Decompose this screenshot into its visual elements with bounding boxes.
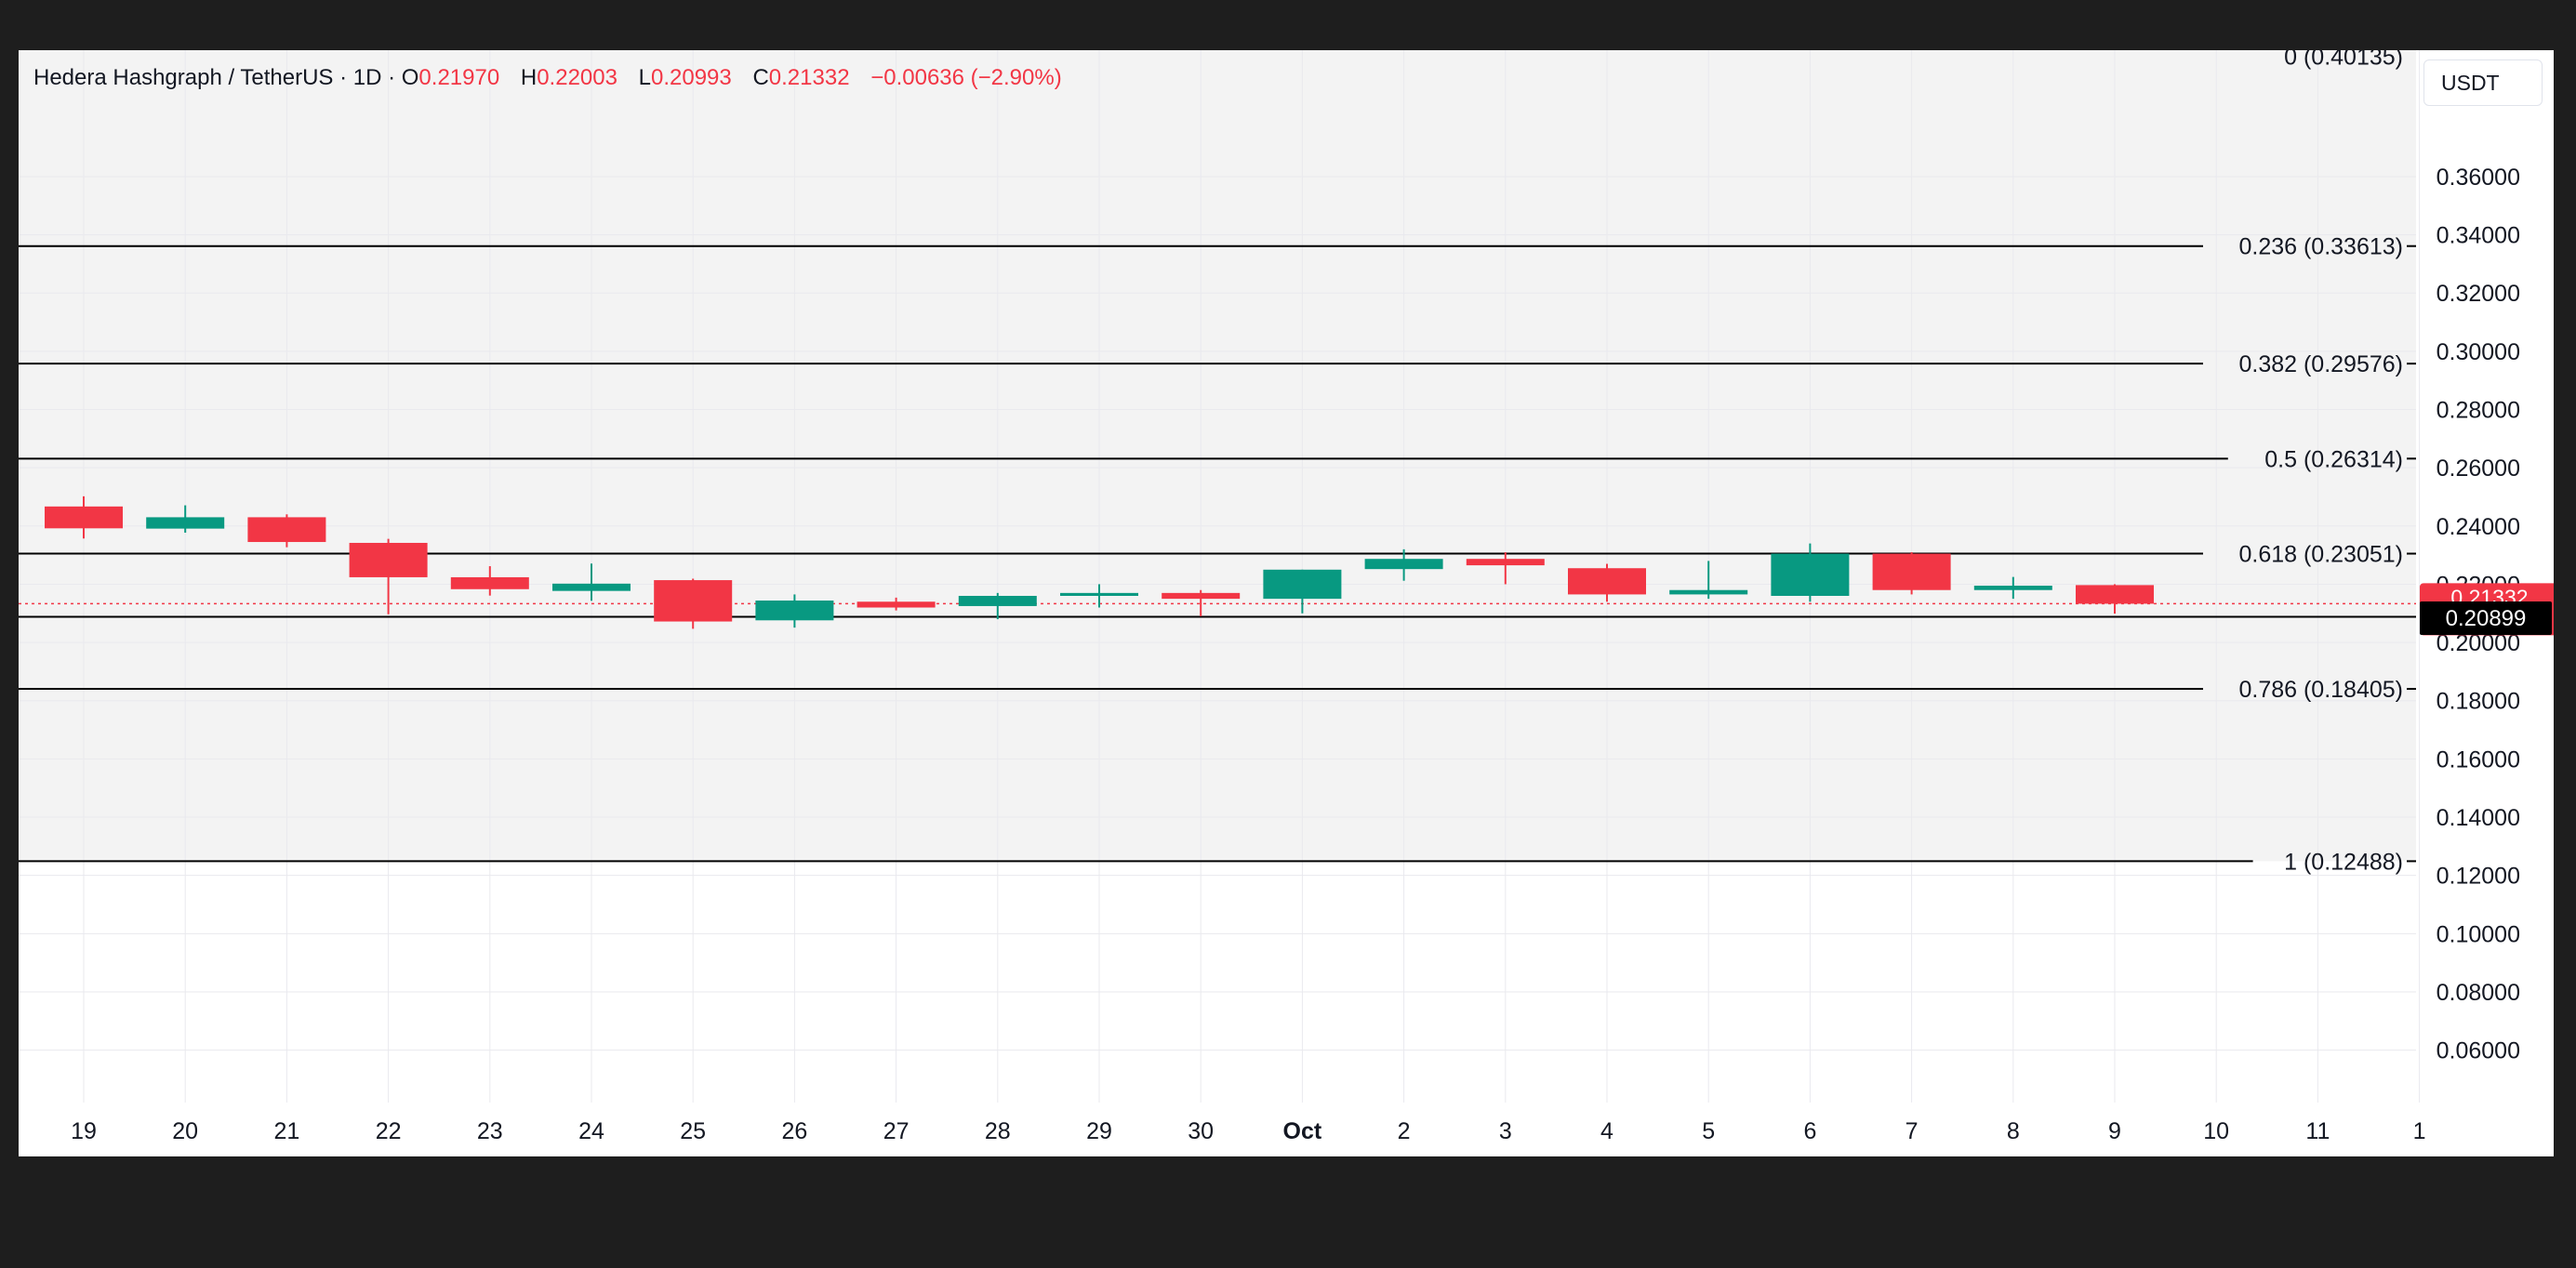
time-tick-label: 9 (2108, 1118, 2121, 1144)
fib-level-label: 0.786 (0.18405) (2238, 677, 2403, 703)
time-tick-label: 8 (2007, 1118, 2020, 1144)
candle-body (45, 506, 123, 529)
price-tick-label: 0.26000 (2437, 456, 2520, 482)
symbol-title: Hedera Hashgraph / TetherUS · 1D · (33, 65, 396, 90)
time-tick-label: 30 (1188, 1118, 1214, 1144)
fib-level-label: 0.236 (0.33613) (2238, 234, 2403, 260)
open-value: 0.21970 (418, 65, 500, 90)
time-tick-label: 10 (2203, 1118, 2229, 1144)
candle-body (856, 601, 936, 608)
fib-level-label: 1 (0.12488) (2284, 849, 2403, 875)
candle-body (1263, 569, 1342, 600)
price-tick-label: 0.30000 (2437, 339, 2520, 365)
time-tick-label: 25 (680, 1118, 706, 1144)
fib-level-label-top: 0 (0.40135) (2284, 50, 2403, 70)
candlestick-chart[interactable]: 0.236 (0.33613) 0.382 (0.29576) 0.5 (0.263… (19, 50, 2554, 1156)
close-value: 0.21332 (768, 65, 850, 90)
time-tick-label: 1 (2413, 1118, 2426, 1144)
candle-body (1973, 586, 2052, 590)
change-value: −0.00636 (−2.90%) (870, 65, 1062, 90)
fib-level-label: 0.618 (0.23051) (2238, 542, 2403, 568)
high-value: 0.22003 (537, 65, 617, 90)
price-tick-label: 0.34000 (2437, 223, 2520, 249)
time-tick-label: 21 (273, 1118, 299, 1144)
time-tick-label: 22 (376, 1118, 402, 1144)
candle-body (654, 580, 733, 622)
time-tick-label: 2 (1398, 1118, 1411, 1144)
candle-body (1568, 568, 1646, 595)
time-tick-label: 24 (578, 1118, 604, 1144)
candle-body (450, 576, 529, 589)
time-tick-label: 5 (1702, 1118, 1715, 1144)
high-label: H (520, 65, 538, 90)
price-tick-label: 0.10000 (2437, 921, 2520, 947)
price-tick-label: 0.06000 (2437, 1038, 2520, 1064)
time-tick-label: 6 (1803, 1118, 1816, 1144)
time-tick-label: Oct (1283, 1118, 1322, 1144)
candle-body (1466, 559, 1545, 566)
candle-body (1162, 592, 1241, 600)
price-tick-label: 0.08000 (2437, 980, 2520, 1006)
fib-level-label: 0.382 (0.29576) (2238, 351, 2403, 377)
time-tick-label: 29 (1086, 1118, 1112, 1144)
time-tick-label: 26 (781, 1118, 807, 1144)
symbol-legend: Hedera Hashgraph / TetherUS · 1D · O0.21… (33, 65, 1062, 91)
price-tick-label: 0.12000 (2437, 864, 2520, 890)
time-tick-label: 27 (883, 1118, 910, 1144)
close-label: C (752, 65, 769, 90)
candle-body (1060, 592, 1138, 596)
candle-body (1872, 553, 1951, 590)
retracement-zone (19, 50, 2416, 862)
time-tick-label: 4 (1600, 1118, 1613, 1144)
time-tick-label: 19 (71, 1118, 97, 1144)
price-tick-label: 0.28000 (2437, 398, 2520, 424)
candle-body (958, 595, 1037, 606)
candle-body (146, 517, 225, 529)
candle-body (349, 542, 428, 577)
candle-body (755, 600, 834, 621)
chart-panel[interactable]: 0.236 (0.33613) 0.382 (0.29576) 0.5 (0.263… (19, 50, 2554, 1156)
low-value: 0.20993 (651, 65, 732, 90)
price-tick-label: 0.24000 (2437, 514, 2520, 540)
candle-body (1364, 559, 1443, 570)
price-tick-label: 0.14000 (2437, 805, 2520, 831)
currency-button[interactable]: USDT (2423, 59, 2543, 106)
crosshair-price-badge (2420, 601, 2552, 635)
price-tick-label: 0.36000 (2437, 165, 2520, 191)
open-label: O (401, 65, 419, 90)
time-tick-label: 11 (2305, 1118, 2330, 1144)
candle-body (552, 583, 631, 591)
low-label: L (638, 65, 651, 90)
candle-body (1669, 589, 1748, 595)
time-tick-label: 3 (1499, 1118, 1512, 1144)
candle-body (247, 517, 326, 543)
time-tick-label: 28 (985, 1118, 1011, 1144)
time-tick-label: 7 (1905, 1118, 1919, 1144)
candle-body (2076, 585, 2154, 604)
price-tick-label: 0.16000 (2437, 746, 2520, 773)
crosshair-price-badge-text: 0.20899 (2446, 606, 2527, 631)
time-tick-label: 23 (477, 1118, 503, 1144)
candle-body (1771, 553, 1850, 596)
fib-level-label: 0.5 (0.26314) (2264, 446, 2403, 472)
price-tick-label: 0.18000 (2437, 689, 2520, 715)
time-tick-label: 20 (172, 1118, 198, 1144)
price-tick-label: 0.32000 (2437, 281, 2520, 307)
